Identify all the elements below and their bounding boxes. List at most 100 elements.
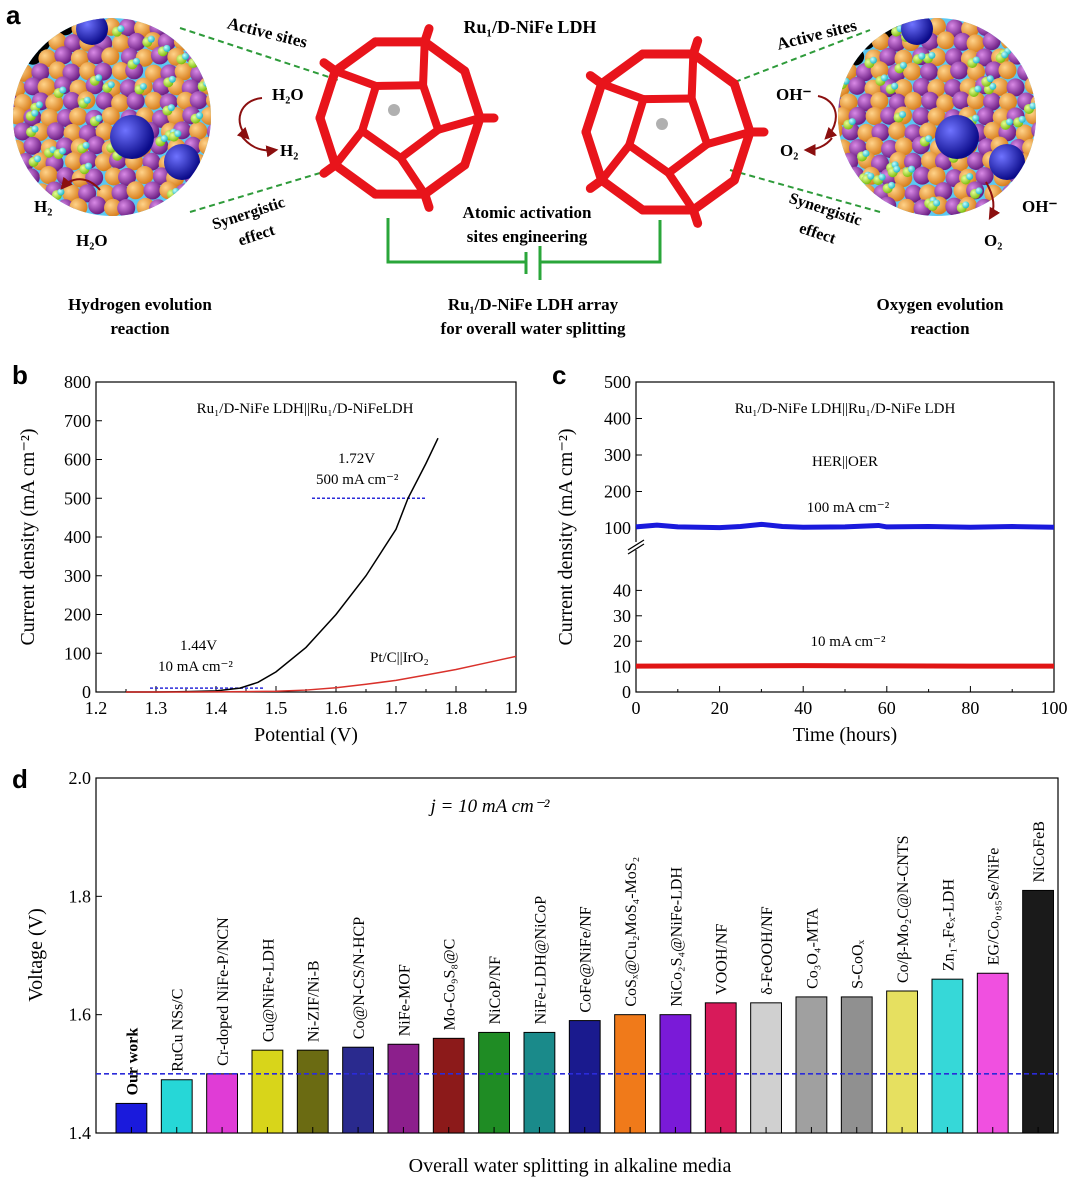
atom bbox=[198, 168, 211, 187]
atom-small bbox=[974, 85, 982, 93]
atom bbox=[967, 151, 986, 170]
ru-atom bbox=[935, 115, 979, 159]
ldh-rod bbox=[639, 94, 696, 104]
atom bbox=[1017, 62, 1036, 81]
atom bbox=[174, 62, 193, 81]
y-tick-label: 20 bbox=[613, 631, 631, 651]
ldh-rod bbox=[420, 24, 434, 47]
atom bbox=[1031, 121, 1036, 140]
atom bbox=[807, 62, 825, 80]
atom bbox=[982, 32, 1001, 51]
ldh-rod bbox=[664, 140, 712, 177]
atom bbox=[173, 32, 192, 51]
atom bbox=[976, 18, 995, 37]
ldh-rod bbox=[703, 128, 754, 149]
series-pt-iro2 bbox=[126, 655, 517, 693]
x-tick-label: 1.7 bbox=[385, 698, 408, 718]
atom bbox=[1017, 34, 1036, 53]
dashed-connectors bbox=[179, 27, 881, 213]
ldh-rod bbox=[625, 141, 673, 177]
atom bbox=[78, 184, 97, 203]
atom-small bbox=[893, 165, 901, 173]
x-tick-label: 0 bbox=[632, 698, 641, 718]
atom bbox=[168, 199, 187, 216]
atom bbox=[1006, 18, 1025, 37]
bar-label: Co₃O₄-MTA bbox=[804, 907, 821, 988]
bar bbox=[568, 1020, 601, 1134]
ldh-rod bbox=[688, 205, 703, 228]
oh-bottom-right: OH⁻ bbox=[1022, 197, 1057, 216]
c-legend: Ru₁/D-NiFe LDH||Ru₁/D-NiFe LDH bbox=[735, 401, 956, 417]
atom bbox=[838, 183, 857, 202]
ldh-rod bbox=[597, 49, 648, 89]
atom bbox=[23, 136, 42, 155]
y-tick-label: 1.6 bbox=[69, 1005, 92, 1025]
panel-a-label: a bbox=[6, 0, 21, 30]
atom-small bbox=[899, 111, 907, 119]
c-xlabel: Time (hours) bbox=[793, 724, 897, 746]
series-10ma bbox=[635, 663, 1054, 669]
atom bbox=[879, 47, 898, 66]
ldh-rod bbox=[420, 160, 470, 199]
atom bbox=[864, 197, 883, 216]
atom-small bbox=[848, 118, 856, 126]
atom bbox=[54, 46, 73, 65]
bar-label: NiCoP/NF bbox=[487, 956, 504, 1025]
x-tick-label: 40 bbox=[794, 698, 812, 718]
ldh-rod bbox=[319, 160, 340, 178]
b-xlabel: Potential (V) bbox=[254, 724, 358, 746]
ldh-rod bbox=[664, 168, 698, 214]
ldh-rod bbox=[597, 141, 634, 185]
atom bbox=[135, 166, 154, 185]
atom bbox=[857, 184, 876, 203]
atom bbox=[1040, 168, 1058, 186]
ru-atom bbox=[989, 144, 1025, 180]
bar-label: δ-FeOOH/NF bbox=[759, 906, 776, 995]
atom-small bbox=[188, 58, 199, 69]
atom bbox=[32, 33, 51, 52]
atom bbox=[878, 196, 897, 215]
atom bbox=[990, 77, 1009, 96]
atom bbox=[870, 92, 889, 111]
atom bbox=[1032, 64, 1036, 83]
oer-caption-1: Oxygen evolution bbox=[876, 295, 1004, 314]
ldh-rod bbox=[331, 126, 367, 170]
ru-atom bbox=[110, 115, 154, 159]
y-tick-label: 0 bbox=[82, 682, 91, 702]
atom bbox=[921, 91, 940, 110]
atom bbox=[62, 92, 81, 111]
atom bbox=[0, 78, 7, 96]
atom bbox=[31, 63, 50, 82]
atom bbox=[216, 136, 234, 154]
atom bbox=[149, 199, 168, 216]
bar bbox=[1022, 889, 1054, 1134]
atom bbox=[838, 46, 851, 65]
atom bbox=[13, 32, 16, 51]
bar-label: Zn₁-ₓFeₓ-LDH bbox=[940, 879, 957, 972]
ldh-rod bbox=[358, 126, 405, 162]
atom-small bbox=[57, 188, 65, 196]
ldh-rod bbox=[420, 189, 434, 212]
atom bbox=[975, 48, 994, 67]
y-tick-label: 600 bbox=[64, 450, 91, 470]
her-caption-2: reaction bbox=[110, 319, 170, 338]
atom-small bbox=[29, 18, 37, 25]
atom bbox=[952, 91, 971, 110]
atom bbox=[182, 18, 201, 37]
atom-small bbox=[18, 191, 29, 202]
bar-label: Cu@NiFe-LDH bbox=[260, 938, 277, 1042]
atom bbox=[976, 107, 995, 126]
atom-small bbox=[1010, 198, 1018, 206]
d-annotation: j = 10 mA cm⁻² bbox=[428, 796, 550, 817]
atom bbox=[1032, 154, 1036, 173]
atom bbox=[953, 32, 972, 51]
atom bbox=[998, 61, 1017, 80]
bar bbox=[750, 1002, 782, 1134]
atom bbox=[13, 154, 16, 173]
x-tick-label: 1.8 bbox=[445, 698, 468, 718]
atom bbox=[64, 34, 83, 53]
c-low-label: 10 mA cm⁻² bbox=[811, 634, 886, 650]
atom-small bbox=[179, 204, 187, 212]
atom bbox=[936, 31, 955, 50]
bar-label: S-CoOₓ bbox=[850, 939, 867, 988]
